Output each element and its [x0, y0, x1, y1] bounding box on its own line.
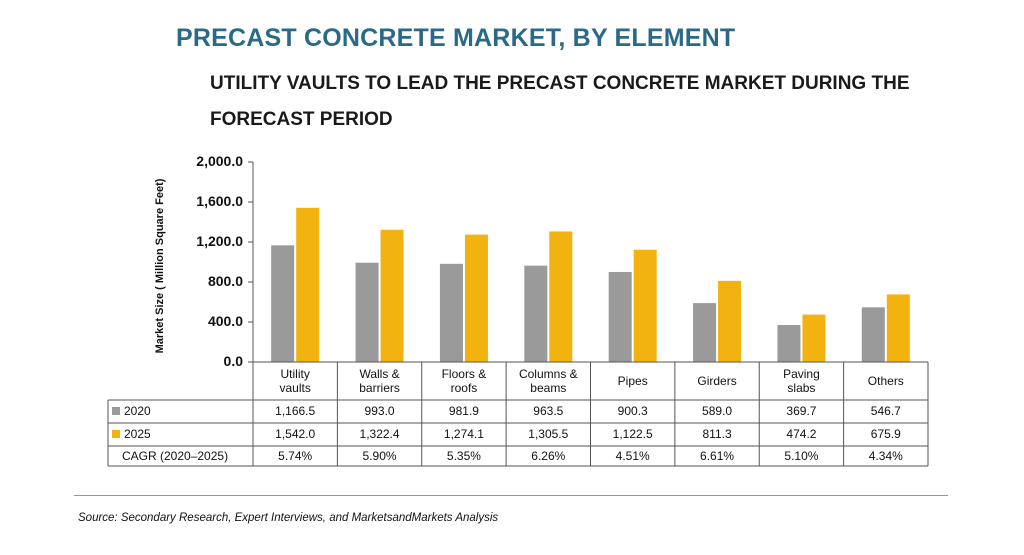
chart-subtitle: UTILITY VAULTS TO LEAD THE PRECAST CONCR… — [210, 73, 910, 130]
legend-swatch-2020 — [112, 406, 120, 415]
bar-2020-5 — [693, 303, 717, 362]
cagr-value: 4.34% — [868, 449, 903, 463]
data-label-2020: 993.0 — [364, 404, 395, 418]
category-label: Floors & roofs — [441, 367, 487, 395]
bar-2020-2 — [439, 263, 463, 362]
y-tick-label: 400.0 — [207, 313, 243, 329]
category-label: Columns & beams — [518, 367, 578, 395]
data-label-2025: 1,122.5 — [612, 427, 653, 441]
data-label-2020: 369.7 — [786, 404, 817, 418]
data-label-2025: 1,542.0 — [275, 427, 316, 441]
category-label: Girders — [697, 374, 737, 388]
y-tick-label: 1,600.0 — [196, 193, 243, 209]
chart-title: PRECAST CONCRETE MARKET, BY ELEMENT — [176, 24, 736, 52]
legend-label: 2025 — [124, 427, 151, 441]
cagr-value: 6.26% — [531, 449, 566, 463]
category-label: Walls & barriers — [359, 367, 400, 395]
y-tick-label: 2,000.0 — [196, 153, 243, 169]
data-label-2020: 900.3 — [617, 404, 648, 418]
data-label-2020: 1,166.5 — [275, 404, 316, 418]
data-label-2025: 811.3 — [702, 427, 732, 441]
data-label-2020: 589.0 — [702, 404, 733, 418]
data-label-2025: 675.9 — [870, 427, 901, 441]
legend-swatch-2025 — [112, 429, 120, 438]
bar-2025-0 — [296, 207, 320, 362]
bar-2025-6 — [802, 314, 826, 362]
cagr-value: 5.74% — [278, 449, 313, 463]
bar-2025-5 — [718, 280, 742, 362]
bar-2020-1 — [355, 262, 379, 362]
legend-label: 2020 — [124, 404, 151, 418]
y-tick-label: 0.0 — [223, 353, 243, 369]
cagr-value: 5.90% — [362, 449, 397, 463]
category-label: Others — [867, 374, 904, 388]
data-label-2025: 1,322.4 — [359, 427, 400, 441]
bar-2025-3 — [549, 231, 573, 362]
category-label: Utility vaults — [279, 367, 311, 395]
bar-2025-1 — [380, 229, 404, 362]
source-divider — [74, 495, 948, 496]
data-label-2020: 981.9 — [448, 404, 479, 418]
cagr-row-label: CAGR (2020–2025) — [122, 449, 229, 463]
data-label-2025: 474.2 — [786, 427, 817, 441]
y-tick-label: 800.0 — [207, 273, 243, 289]
data-label-2025: 1,305.5 — [528, 427, 569, 441]
data-label-2025: 1,274.1 — [443, 427, 484, 441]
source-note: Source: Secondary Research, Expert Inter… — [78, 512, 499, 524]
legend-entry-2025: 2025 — [112, 426, 151, 442]
legend-entry-2020: 2020 — [112, 403, 151, 419]
category-label: Pipes — [617, 374, 648, 388]
bar-2025-7 — [886, 294, 910, 362]
bar-2025-4 — [633, 249, 657, 362]
bar-2025-2 — [464, 234, 488, 362]
cagr-value: 6.61% — [700, 449, 735, 463]
bar-2020-0 — [271, 245, 295, 362]
bar-2020-7 — [861, 307, 885, 362]
data-label-2020: 546.7 — [870, 404, 901, 418]
category-label: Paving slabs — [783, 367, 820, 395]
y-tick-label: 1,200.0 — [196, 233, 243, 249]
cagr-value: 5.10% — [784, 449, 819, 463]
data-label-2020: 963.5 — [533, 404, 564, 418]
cagr-value: 4.51% — [615, 449, 650, 463]
bar-2020-3 — [524, 265, 548, 362]
bar-2020-6 — [777, 325, 801, 362]
cagr-value: 5.35% — [446, 449, 481, 463]
bar-2020-4 — [608, 271, 632, 362]
